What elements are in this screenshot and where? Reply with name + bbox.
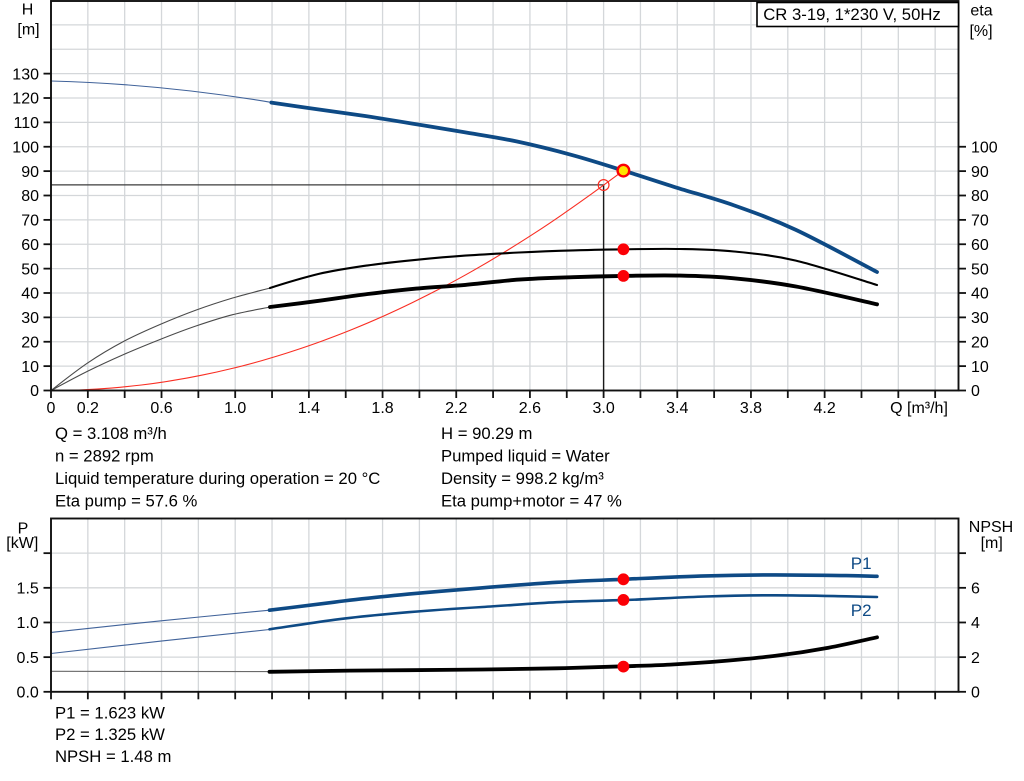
svg-text:0: 0	[971, 383, 980, 400]
svg-text:H = 90.29 m: H = 90.29 m	[441, 424, 532, 443]
svg-text:n = 2892 rpm: n = 2892 rpm	[55, 447, 154, 466]
svg-text:6: 6	[971, 581, 980, 598]
svg-text:NPSH = 1.48 m: NPSH = 1.48 m	[55, 747, 171, 766]
svg-text:30: 30	[971, 310, 989, 327]
svg-text:80: 80	[971, 188, 989, 205]
svg-text:20: 20	[971, 334, 989, 351]
svg-text:1.0: 1.0	[17, 615, 39, 632]
svg-text:60: 60	[971, 237, 989, 254]
svg-text:1.0: 1.0	[224, 400, 246, 417]
svg-text:CR 3-19, 1*230 V, 50Hz: CR 3-19, 1*230 V, 50Hz	[763, 5, 941, 24]
svg-text:0.0: 0.0	[17, 685, 39, 702]
svg-text:100: 100	[12, 139, 39, 156]
svg-text:10: 10	[971, 359, 989, 376]
svg-text:Density = 998.2 kg/m³: Density = 998.2 kg/m³	[441, 469, 604, 488]
svg-text:10: 10	[21, 359, 39, 376]
svg-text:Q [m³/h]: Q [m³/h]	[890, 400, 948, 417]
svg-text:4: 4	[971, 615, 980, 632]
svg-text:P2 = 1.325 kW: P2 = 1.325 kW	[55, 725, 165, 744]
svg-text:3.0: 3.0	[592, 400, 614, 417]
svg-text:0.5: 0.5	[17, 650, 39, 667]
svg-text:110: 110	[13, 115, 39, 132]
svg-text:50: 50	[971, 261, 989, 278]
svg-text:H: H	[22, 2, 34, 19]
svg-text:2.6: 2.6	[519, 400, 541, 417]
svg-text:130: 130	[12, 66, 39, 83]
svg-text:[m]: [m]	[17, 22, 39, 39]
svg-text:1.8: 1.8	[371, 400, 393, 417]
svg-text:3.4: 3.4	[666, 400, 688, 417]
svg-text:eta: eta	[970, 2, 992, 19]
svg-text:70: 70	[971, 213, 989, 230]
svg-text:Q = 3.108 m³/h: Q = 3.108 m³/h	[55, 424, 167, 443]
svg-text:4.2: 4.2	[814, 400, 836, 417]
svg-text:2: 2	[971, 650, 980, 667]
svg-text:NPSH: NPSH	[969, 519, 1013, 536]
svg-text:[kW]: [kW]	[6, 535, 38, 552]
svg-text:100: 100	[971, 139, 998, 156]
svg-text:[m]: [m]	[981, 535, 1003, 552]
svg-text:[%]: [%]	[969, 23, 992, 40]
svg-text:P: P	[18, 520, 29, 537]
svg-text:0: 0	[30, 383, 39, 400]
svg-text:80: 80	[21, 188, 39, 205]
svg-text:90: 90	[21, 164, 39, 181]
svg-text:1.5: 1.5	[17, 581, 39, 598]
svg-text:1.4: 1.4	[298, 400, 320, 417]
svg-text:Eta pump+motor = 47 %: Eta pump+motor = 47 %	[441, 491, 622, 510]
svg-text:70: 70	[21, 213, 39, 230]
svg-text:0.2: 0.2	[77, 400, 99, 417]
svg-text:20: 20	[21, 334, 39, 351]
svg-text:0: 0	[971, 685, 980, 702]
svg-text:Liquid temperature during oper: Liquid temperature during operation = 20…	[55, 469, 380, 488]
svg-text:P1: P1	[851, 554, 872, 573]
svg-text:90: 90	[971, 164, 989, 181]
svg-text:0.6: 0.6	[150, 400, 172, 417]
svg-text:3.8: 3.8	[740, 400, 762, 417]
svg-text:120: 120	[12, 91, 39, 108]
svg-text:60: 60	[21, 237, 39, 254]
svg-text:40: 40	[971, 286, 989, 303]
svg-text:2.2: 2.2	[445, 400, 467, 417]
svg-text:50: 50	[21, 261, 39, 278]
svg-text:P2: P2	[851, 601, 872, 620]
svg-text:40: 40	[21, 286, 39, 303]
svg-text:P1 = 1.623 kW: P1 = 1.623 kW	[55, 704, 165, 723]
svg-text:30: 30	[21, 310, 39, 327]
svg-text:0: 0	[47, 400, 56, 417]
svg-text:Pumped liquid = Water: Pumped liquid = Water	[441, 447, 610, 466]
svg-text:Eta pump = 57.6 %: Eta pump = 57.6 %	[55, 491, 198, 510]
